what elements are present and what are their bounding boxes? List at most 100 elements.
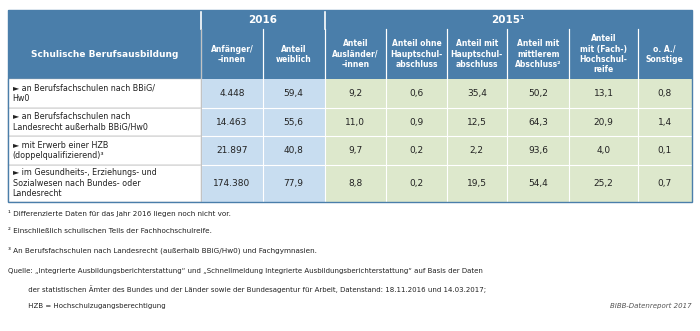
Bar	[325, 108, 386, 136]
Bar	[201, 79, 262, 108]
Text: 2016: 2016	[248, 15, 277, 24]
Bar	[570, 79, 638, 108]
Bar	[201, 136, 262, 165]
Bar	[325, 79, 386, 108]
Text: 4,0: 4,0	[596, 146, 610, 155]
Bar	[8, 29, 201, 79]
Bar	[201, 165, 262, 202]
Bar	[262, 79, 325, 108]
Bar	[638, 108, 692, 136]
Bar	[638, 79, 692, 108]
Bar	[507, 136, 570, 165]
Text: 19,5: 19,5	[467, 179, 486, 188]
Text: 8,8: 8,8	[349, 179, 363, 188]
Bar	[8, 136, 201, 165]
Bar	[201, 10, 325, 29]
Text: 13,1: 13,1	[594, 89, 614, 98]
Bar	[325, 165, 386, 202]
Bar	[447, 136, 507, 165]
Bar	[262, 165, 325, 202]
Text: Anteil ohne
Hauptschul-
abschluss: Anteil ohne Hauptschul- abschluss	[391, 39, 442, 69]
Text: 77,9: 77,9	[284, 179, 304, 188]
Bar	[570, 165, 638, 202]
Bar	[8, 10, 201, 29]
Bar	[262, 136, 325, 165]
Text: 21.897: 21.897	[216, 146, 248, 155]
Text: BIBB-Datenreport 2017: BIBB-Datenreport 2017	[610, 303, 692, 308]
Bar	[8, 108, 201, 136]
Text: ¹ Differenzierte Daten für das Jahr 2016 liegen noch nicht vor.: ¹ Differenzierte Daten für das Jahr 2016…	[8, 210, 231, 217]
Bar	[8, 165, 201, 202]
Text: 0,2: 0,2	[410, 179, 424, 188]
Text: 64,3: 64,3	[528, 118, 548, 126]
Bar	[8, 79, 201, 108]
Text: Anteil
weiblich: Anteil weiblich	[276, 45, 312, 64]
Bar	[201, 108, 262, 136]
Text: 40,8: 40,8	[284, 146, 304, 155]
Text: 0,2: 0,2	[410, 146, 424, 155]
Bar	[638, 29, 692, 79]
Text: Quelle: „Integrierte Ausbildungsberichterstattung“ und „Schnellmeldung Integrier: Quelle: „Integrierte Ausbildungsberichte…	[8, 268, 483, 274]
Text: ² Einschließlich schulischen Teils der Fachhochschulreife.: ² Einschließlich schulischen Teils der F…	[8, 228, 212, 234]
Text: ³ An Berufsfachschulen nach Landesrecht (außerhalb BBiG/Hw0) und Fachgymnasien.: ³ An Berufsfachschulen nach Landesrecht …	[8, 247, 317, 254]
Text: 14.463: 14.463	[216, 118, 248, 126]
Bar	[507, 29, 570, 79]
Bar	[570, 108, 638, 136]
Text: 12,5: 12,5	[467, 118, 486, 126]
Bar	[507, 108, 570, 136]
Text: 54,4: 54,4	[528, 179, 548, 188]
Text: 0,6: 0,6	[410, 89, 424, 98]
Text: Anteil
mit (Fach-)
Hochschul-
reife: Anteil mit (Fach-) Hochschul- reife	[580, 34, 628, 74]
Text: 0,8: 0,8	[657, 89, 672, 98]
Text: 4.448: 4.448	[219, 89, 244, 98]
Bar	[386, 79, 447, 108]
Bar	[638, 136, 692, 165]
Bar	[386, 136, 447, 165]
Text: 59,4: 59,4	[284, 89, 304, 98]
Text: 2015¹: 2015¹	[491, 15, 525, 24]
Text: Schulische Berufsausbildung: Schulische Berufsausbildung	[31, 50, 178, 59]
Bar	[386, 108, 447, 136]
Text: ► mit Erwerb einer HZB
(doppelqualifizierend)³: ► mit Erwerb einer HZB (doppelqualifizie…	[13, 141, 108, 160]
Bar	[447, 165, 507, 202]
Text: ► an Berufsfachschulen nach BBiG/
Hw0: ► an Berufsfachschulen nach BBiG/ Hw0	[13, 84, 155, 103]
Bar	[386, 165, 447, 202]
Bar	[325, 10, 692, 29]
Bar	[447, 108, 507, 136]
Text: Anteil mit
Hauptschul-
abschluss: Anteil mit Hauptschul- abschluss	[451, 39, 503, 69]
Bar	[507, 165, 570, 202]
Text: 0,9: 0,9	[410, 118, 424, 126]
Bar	[570, 29, 638, 79]
Text: 20,9: 20,9	[594, 118, 614, 126]
Bar	[507, 79, 570, 108]
Text: ► an Berufsfachschulen nach
Landesrecht außerhalb BBiG/Hw0: ► an Berufsfachschulen nach Landesrecht …	[13, 112, 148, 132]
Text: ► im Gesundheits-, Erziehungs- und
Sozialwesen nach Bundes- oder
Landesrecht: ► im Gesundheits-, Erziehungs- und Sozia…	[13, 168, 156, 198]
Bar	[325, 29, 386, 79]
Text: 25,2: 25,2	[594, 179, 613, 188]
Text: o. A./
Sonstige: o. A./ Sonstige	[646, 45, 684, 64]
Bar	[638, 165, 692, 202]
Bar	[262, 108, 325, 136]
Text: 1,4: 1,4	[657, 118, 672, 126]
Text: 93,6: 93,6	[528, 146, 548, 155]
Bar	[447, 29, 507, 79]
Text: 9,2: 9,2	[349, 89, 363, 98]
Bar	[447, 79, 507, 108]
Text: Anteil mit
mittlerem
Abschluss²: Anteil mit mittlerem Abschluss²	[515, 39, 561, 69]
Bar	[8, 10, 692, 202]
Bar	[325, 136, 386, 165]
Text: der statistischen Ämter des Bundes und der Länder sowie der Bundesagentur für Ar: der statistischen Ämter des Bundes und d…	[8, 285, 486, 293]
Text: 35,4: 35,4	[467, 89, 486, 98]
Text: HZB = Hochschulzugangsberechtigung: HZB = Hochschulzugangsberechtigung	[8, 303, 166, 308]
Text: 55,6: 55,6	[284, 118, 304, 126]
Text: 11,0: 11,0	[346, 118, 365, 126]
Bar	[386, 29, 447, 79]
Text: Anteil
Ausländer/
–innen: Anteil Ausländer/ –innen	[332, 39, 379, 69]
Text: 9,7: 9,7	[349, 146, 363, 155]
Text: 50,2: 50,2	[528, 89, 548, 98]
Text: 174.380: 174.380	[214, 179, 251, 188]
Bar	[262, 29, 325, 79]
Bar	[570, 136, 638, 165]
Bar	[201, 29, 262, 79]
Text: 2,2: 2,2	[470, 146, 484, 155]
